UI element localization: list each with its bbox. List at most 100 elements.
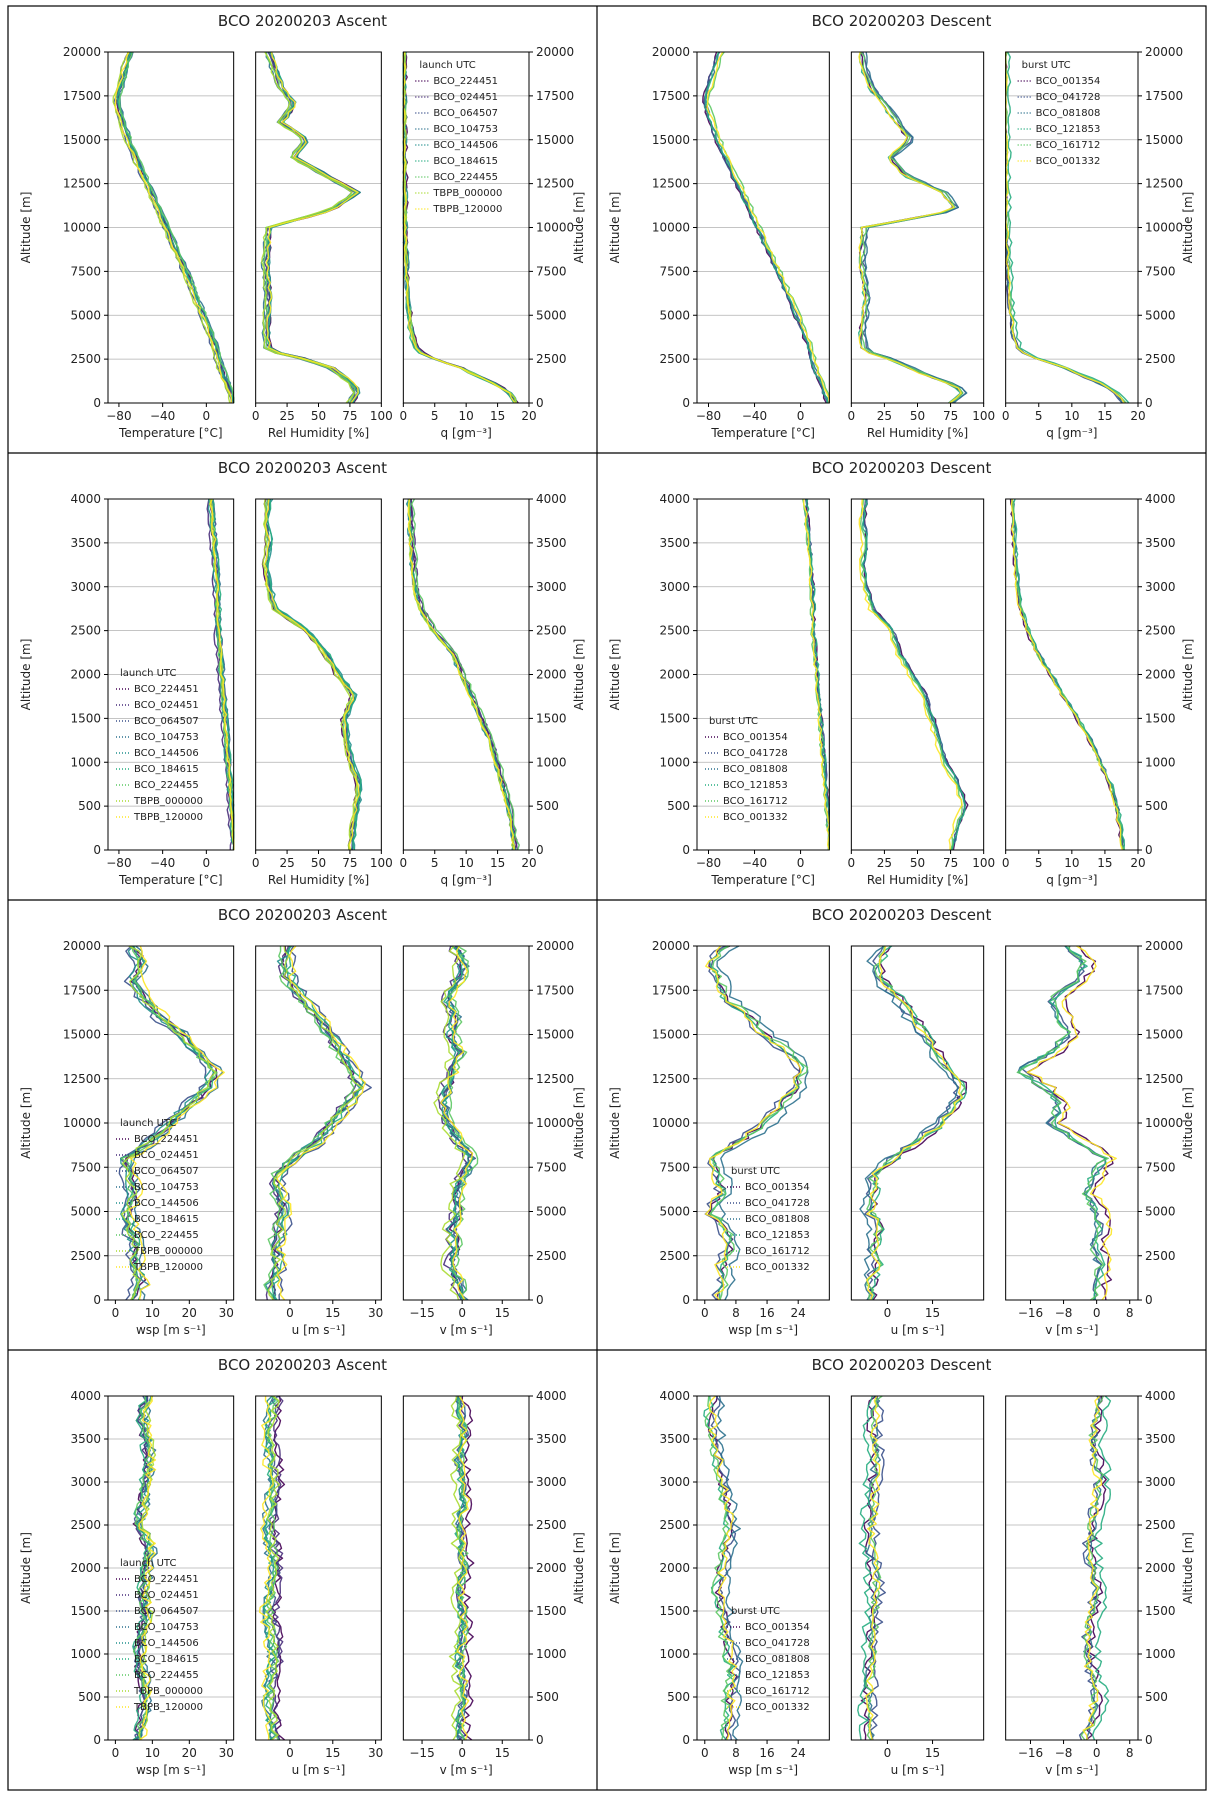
y-axis-label-right: Altitude [m] [1181,639,1195,711]
x-tick-label: 0 [400,856,408,870]
legend-title: burst UTC [1022,60,1071,71]
x-tick-label: 24 [791,1306,806,1320]
legend-entry: BCO_081808 [1036,108,1101,119]
x-tick-label: 0 [458,1746,466,1760]
legend-entry: BCO_064507 [134,1606,199,1617]
subplot-2: 0 15 u [m s⁻¹] [850,945,985,1337]
legend-entry: BCO_001354 [1036,76,1101,87]
subplot-3: 0 5 10 15 20 q [gm⁻³] 0 500 1000 1500 2000 2500 3000… [1002,492,1176,887]
legend: burst UTC BCO_001354 BCO_041728 BCO_081808 B… [1017,60,1101,167]
y-tick-label: 7500 [70,1160,101,1174]
y-tick-label: 10000 [536,1116,574,1130]
legend-entry: BCO_041728 [745,1638,810,1649]
x-tick-label: 100 [370,409,393,423]
legend: launch UTC BCO_224451 BCO_024451 BCO_064507… [116,1558,203,1713]
series-line-bco_224451 [270,1395,286,1741]
legend-entry: BCO_144506 [433,140,498,151]
y-tick-label: 4000 [1145,492,1176,506]
x-tick-label: 20 [182,1306,197,1320]
series-line-bco_224455 [118,51,235,403]
y-tick-label: 7500 [536,264,567,278]
subplot-3: 0 5 10 15 20 q [gm⁻³] 0 2500 5000 7500 10000 12500 1… [400,45,575,440]
y-tick-label: 3000 [1145,1475,1176,1489]
legend-entry: TBPB_120000 [133,1702,203,1713]
x-tick-label: −40 [150,856,175,870]
y-tick-label: 10000 [63,1116,101,1130]
chart-p5-ascent-wind-full: BCO 20200203 Ascent Altitude [m] Altitude … [19,906,586,1337]
legend-entry: BCO_224455 [433,172,498,183]
series-line-tbpb_000000 [433,945,466,1301]
subplot-3: 0 5 10 15 20 q [gm⁻³] 0 2500 5000 7500 10000 12500 1… [1002,45,1183,440]
series-line-bco_224455 [410,498,520,851]
x-axis-label: v [m s⁻¹] [1045,1763,1098,1777]
x-tick-label: −16 [1018,1306,1043,1320]
y-axis-label-left: Altitude [m] [19,639,33,711]
y-tick-label: 12500 [1145,1072,1183,1086]
series-line-bco_161712 [709,945,809,1301]
x-tick-label: 30 [368,1306,383,1320]
y-tick-label: 1000 [536,755,567,769]
x-axis-label: Temperature [°C] [118,426,223,440]
x-axis-label: v [m s⁻¹] [1045,1323,1098,1337]
x-tick-label: 0 [1002,409,1010,423]
y-axis-label-right: Altitude [m] [572,639,586,711]
series-line-bco_161712 [865,1395,883,1741]
legend-entry: BCO_081808 [723,764,788,775]
y-tick-label: 0 [1145,1293,1153,1307]
y-tick-label: 17500 [63,89,101,103]
chart-title: BCO 20200203 Descent [812,1356,992,1374]
subplot-3: 0 5 10 15 20 q [gm⁻³] 0 500 1000 1500 2000 2500 3000… [400,492,567,887]
series-line-bco_001332 [1082,1395,1103,1741]
x-tick-label: 10 [1064,856,1079,870]
x-tick-label: 0 [848,409,856,423]
legend-entry: BCO_224455 [134,1670,199,1681]
y-tick-label: 3500 [659,536,690,550]
y-tick-label: 20000 [536,939,574,953]
x-tick-label: 0 [458,1306,466,1320]
y-tick-label: 4000 [70,492,101,506]
x-tick-label: 0 [252,409,260,423]
y-tick-label: 15000 [63,133,101,147]
legend-entry: BCO_024451 [134,1590,199,1601]
y-tick-label: 0 [93,843,101,857]
series-line-bco_224455 [265,1395,280,1741]
x-tick-label: 15 [495,1306,510,1320]
x-axis-label: u [m s⁻¹] [891,1323,945,1337]
x-axis-label: Temperature [°C] [710,426,815,440]
x-tick-label: −8 [1055,1306,1073,1320]
x-tick-label: 0 [203,856,211,870]
x-tick-label: 50 [311,856,326,870]
y-tick-label: 2500 [1145,624,1176,638]
y-tick-label: 0 [682,396,690,410]
x-tick-label: −40 [742,409,767,423]
x-tick-label: 0 [701,1306,709,1320]
x-tick-label: 0 [701,1746,709,1760]
y-axis-label-right: Altitude [m] [572,1087,586,1159]
x-tick-label: 15 [925,1306,940,1320]
series-line-bco_001332 [865,1395,881,1741]
y-tick-label: 1000 [659,1647,690,1661]
x-tick-label: 0 [1093,1306,1101,1320]
legend-entry: BCO_024451 [433,92,498,103]
chart-p4-descent-thermo-low: BCO 20200203 Descent Altitude [m] Altitude… [608,459,1195,887]
x-tick-label: 0 [884,1306,892,1320]
y-tick-label: 20000 [652,45,690,59]
x-tick-label: 16 [759,1746,774,1760]
x-tick-label: 75 [342,409,357,423]
legend-title: launch UTC [120,1558,176,1569]
x-tick-label: 75 [943,409,958,423]
series-line-tbpb_120000 [265,51,359,404]
x-tick-label: 30 [219,1306,234,1320]
y-tick-label: 20000 [63,45,101,59]
y-tick-label: 3000 [536,1475,567,1489]
y-tick-label: 15000 [536,1028,574,1042]
y-tick-label: 5000 [70,1205,101,1219]
y-axis-label-left: Altitude [m] [608,192,622,264]
y-tick-label: 4000 [1145,1389,1176,1403]
series-line-tbpb_120000 [440,945,474,1301]
y-tick-label: 3500 [70,1432,101,1446]
y-tick-label: 2000 [1145,1561,1176,1575]
y-tick-label: 1500 [1145,711,1176,725]
